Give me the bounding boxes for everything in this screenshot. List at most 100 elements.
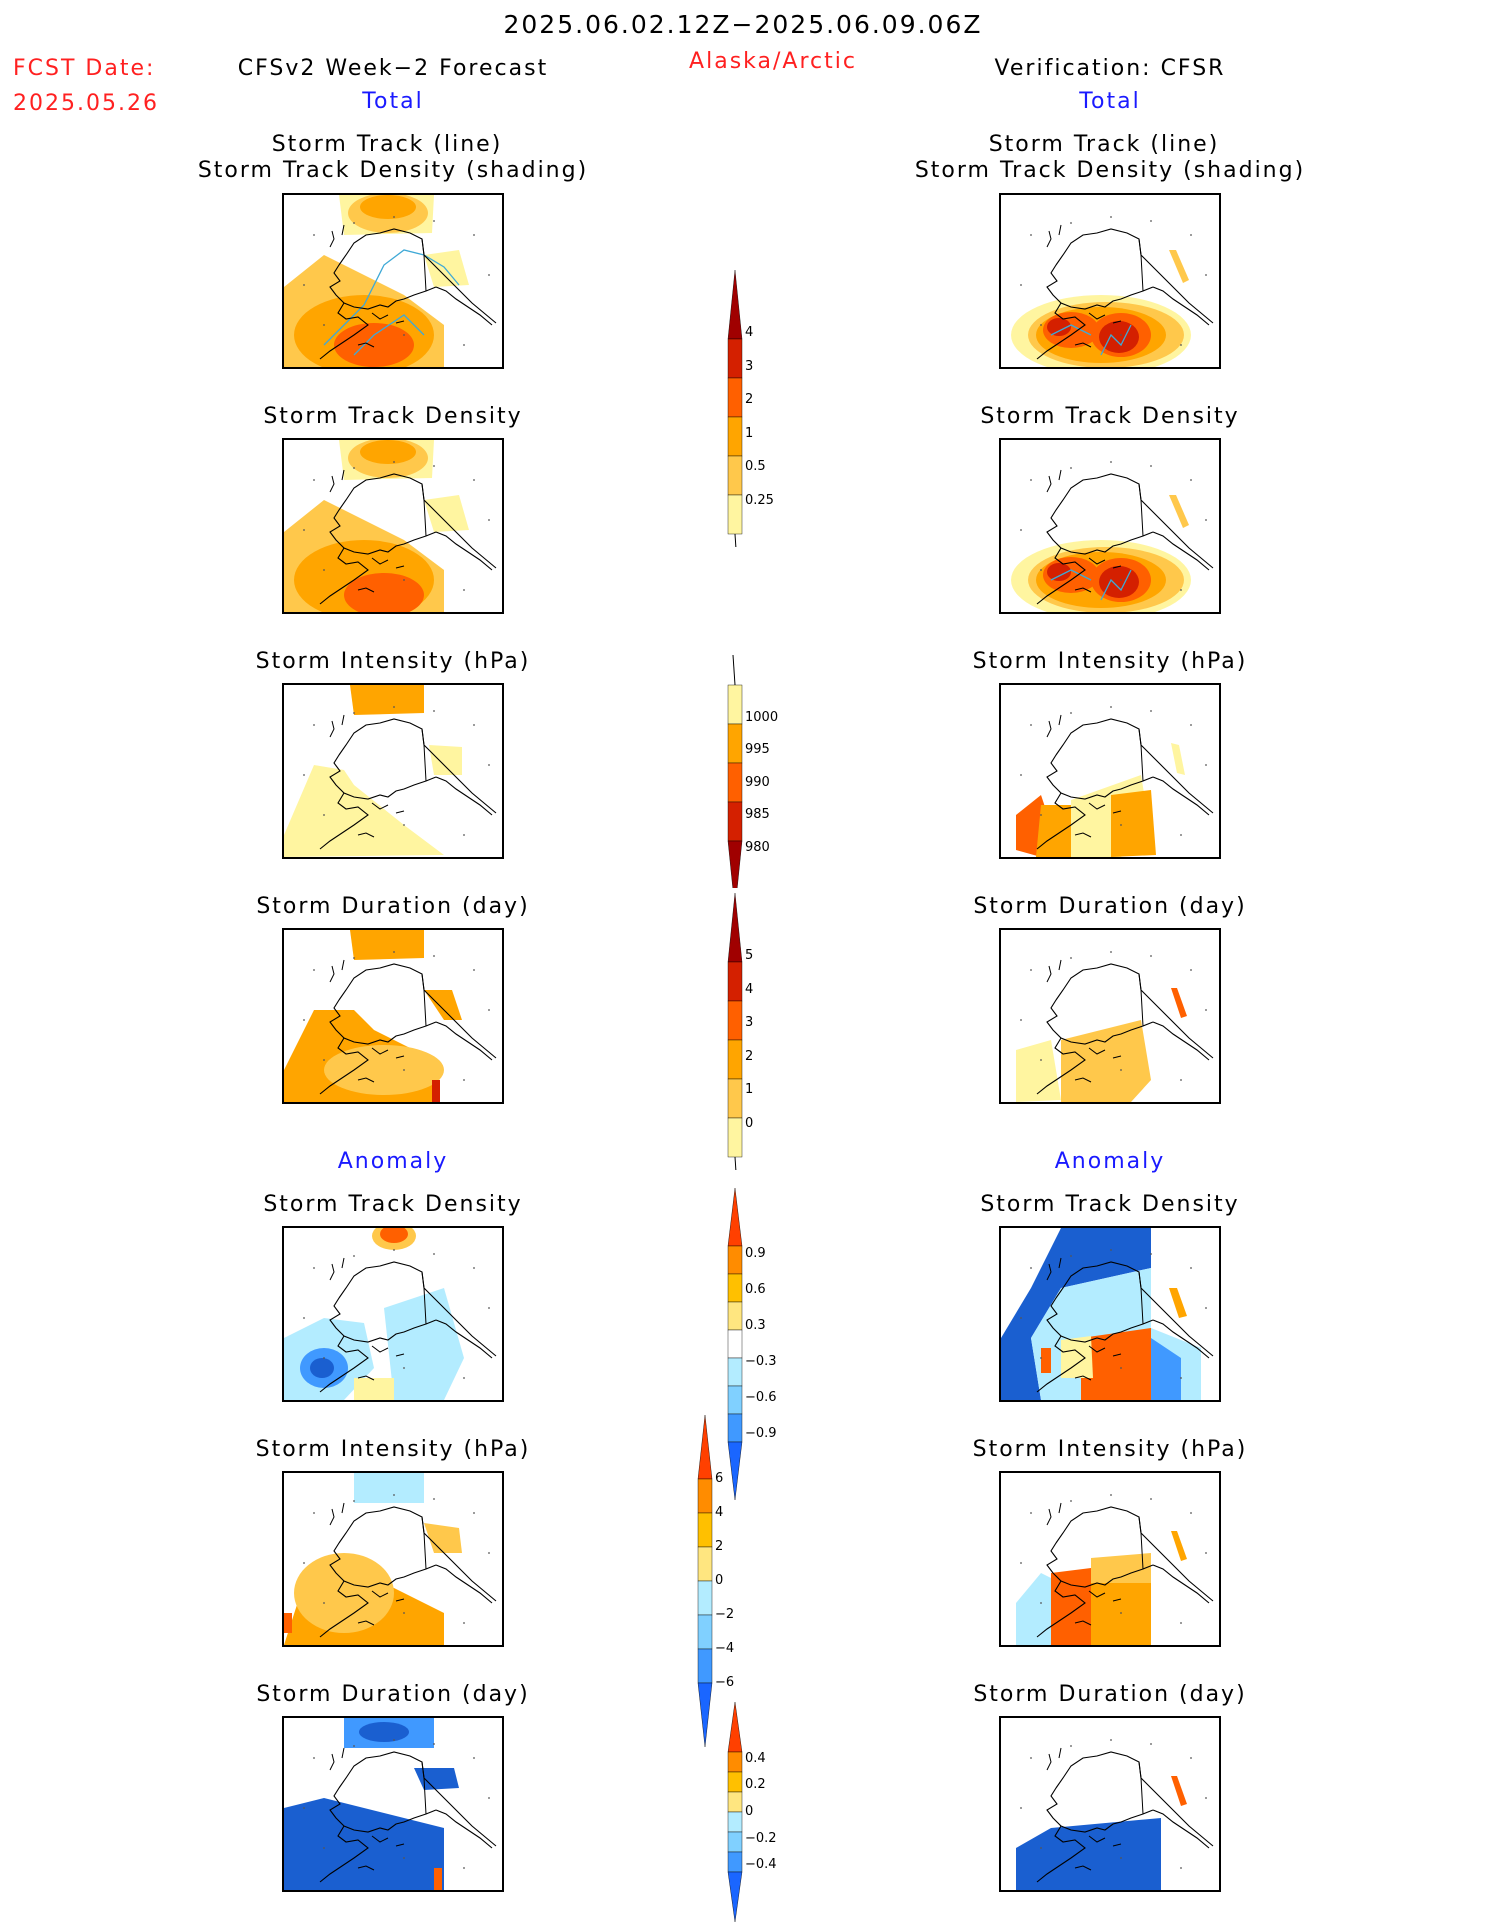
grid-mark [473,1267,475,1269]
colorbar-label: 3 [745,1015,754,1031]
left-anom-density-title: Storm Track Density [263,1192,523,1217]
left-duration-title: Storm Duration (day) [256,894,530,919]
right-anomaly-label: Anomaly [1054,1149,1166,1174]
grid-mark [403,1069,405,1071]
shading-blob [334,323,414,367]
islands [329,469,405,593]
grid-mark [393,1739,395,1741]
grid-mark [1120,334,1122,336]
shading [284,930,462,1102]
islands [1046,714,1122,838]
grid-mark [393,216,395,218]
grid-mark [313,1267,315,1269]
shading-region [1016,1040,1061,1102]
grid-mark [323,569,325,571]
islands [329,714,405,838]
colorbar-swatch [697,1546,713,1582]
grid-mark [463,1867,465,1869]
grid-mark [1190,724,1192,726]
grid-mark [1205,1797,1207,1799]
grid-mark [353,1500,355,1502]
colorbar-total-density: 4 3 2 1 0.5 0.25 [720,265,810,547]
left-anom-duration-title: Storm Duration (day) [256,1682,530,1707]
colorbar-swatch [727,961,743,1002]
colorbar-anomaly-density: 0.9 0.6 0.3 −0.3 −0.6 −0.9 [720,1180,810,1501]
shading-region [350,685,424,715]
shading-region [1041,1348,1051,1373]
map-forecast-duration-anomaly [282,1716,504,1892]
country-border [1138,1761,1144,1815]
colorbar-label: 0 [745,1115,754,1131]
colorbar-swatch [727,1771,743,1793]
shading [284,1473,462,1645]
grid-mark [1120,1612,1122,1614]
colorbar-arrow-top [727,1187,743,1247]
colorbar-swatch [727,377,743,418]
colorbar-swatch [727,1811,743,1833]
country-border [1138,1271,1144,1325]
grid-mark [323,1059,325,1061]
grid-mark [488,274,490,276]
storm-track-line [323,249,460,356]
colorbar-label: −6 [715,1675,735,1690]
shading-blob [304,795,384,855]
colorbar-swatch [697,1614,713,1650]
map-canvas [284,930,497,1102]
country-border [1138,1516,1144,1570]
shading [284,440,469,612]
colorbar-label: 0 [745,1804,754,1819]
grid-mark [433,1498,435,1500]
grid-mark [473,234,475,236]
colorbar-swatches [727,269,743,547]
colorbar-label: −0.4 [745,1857,777,1873]
grid-mark [1030,724,1032,726]
colorbar-swatch [727,801,743,842]
shading-cell [434,1868,442,1890]
shading [1016,1531,1187,1645]
colorbar-anomaly-intensity: 6 4 2 0 −2 −4 −6 [690,1407,780,1748]
colorbar-swatch [727,1751,743,1773]
grid-mark [403,1857,405,1859]
grid-mark [1180,1079,1182,1081]
colorbar-arrow-top [727,269,743,340]
colorbar-swatch [727,1117,743,1158]
shading-blob [1047,563,1071,581]
grid-mark [463,1079,465,1081]
grid-mark [463,589,465,591]
grid-mark [353,222,355,224]
grid-mark [1040,1602,1042,1604]
left-track-shading-title: Storm Track Density (shading) [197,158,589,183]
grid-mark [1150,220,1152,222]
grid-mark [1190,234,1192,236]
colorbar-label: 1000 [745,709,779,725]
shading-region [1091,1573,1151,1645]
colorbar-swatch [697,1648,713,1684]
shading-region [1016,1818,1161,1890]
grid-mark [323,814,325,816]
map-forecast-track-total [282,193,504,369]
map-verification-intensity-anomaly [999,1471,1221,1647]
grid-mark [1040,1059,1042,1061]
map-canvas [284,685,497,857]
grid-mark [303,1807,305,1809]
colorbar-swatches [727,1701,743,1923]
grid-mark [1120,1069,1122,1071]
grid-mark [433,1253,435,1255]
map-verification-density-total [999,438,1221,614]
colorbar-label: 0.2 [745,1777,766,1793]
map-forecast-intensity-total [282,683,504,859]
grid-mark [1070,957,1072,959]
shading-region [1061,1336,1093,1378]
islands [1046,224,1122,348]
grid-mark [1190,1267,1192,1269]
shading-region [354,1378,394,1400]
shading-region [424,1523,462,1553]
shading [284,1228,464,1400]
shading [284,685,462,857]
grid-mark [1040,1847,1042,1849]
left-column-title: CFSv2 Week−2 Forecast [237,56,549,81]
shading-cell [432,1080,440,1102]
colorbar-label: 2 [715,1539,724,1554]
colorbar-label: −0.6 [745,1390,777,1405]
colorbar-swatch [727,1000,743,1041]
